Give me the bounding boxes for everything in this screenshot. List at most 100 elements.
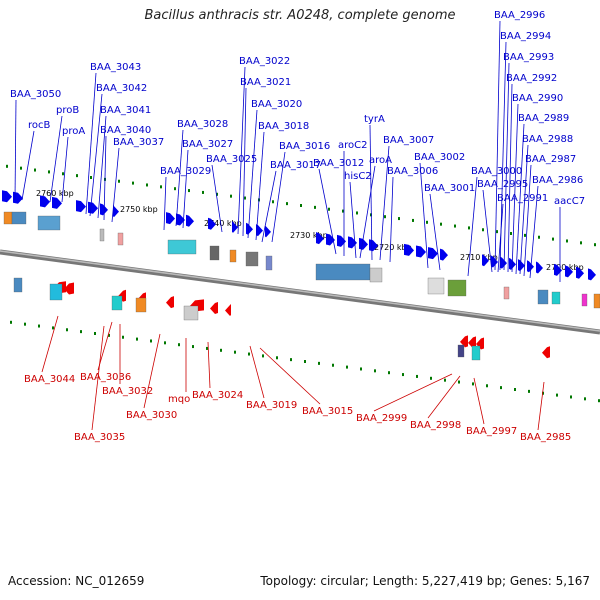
tick-mark: [136, 337, 138, 341]
leader-line: [349, 181, 357, 259]
gene-block: [315, 263, 371, 281]
tick-mark: [286, 202, 288, 206]
tick-mark: [580, 241, 582, 245]
gene-label-top: BAA_3037: [113, 137, 164, 148]
gene-label-top: BAA_2992: [506, 73, 557, 84]
reverse-gene-arrow: [542, 346, 550, 359]
gene-block: [369, 267, 383, 283]
gene-block: [503, 286, 510, 300]
forward-gene-arrow: [416, 245, 426, 258]
forward-gene-arrow: [428, 247, 438, 260]
gene-label-top: BAA_3040: [100, 125, 151, 136]
gene-label-top: BAA_3002: [414, 152, 465, 163]
gene-label-bottom: BAA_3032: [102, 386, 153, 397]
tick-mark: [388, 371, 390, 375]
genome-map: 2760 kbp 2750 kbp 2740 kbp 2730 kbp 2720 kbp…: [0, 10, 600, 443]
tick-mark: [234, 350, 236, 354]
leader-line: [14, 99, 17, 201]
gene-label-top: rocB: [28, 120, 51, 131]
gene-label-bottom: BAA_2997: [466, 426, 517, 437]
leader-line: [529, 185, 539, 279]
tick-mark: [178, 343, 180, 347]
leader-line: [91, 325, 105, 431]
leader-line: [261, 170, 277, 243]
leader-line: [494, 20, 501, 271]
forward-gene-arrow: [232, 220, 238, 233]
tick-mark: [160, 185, 162, 189]
gene-label-top: BAA_3028: [177, 119, 228, 130]
tick-label: 2720 kbp: [374, 243, 412, 252]
tick-mark: [262, 354, 264, 358]
tick-mark: [94, 332, 96, 335]
gene-label-top: BAA_3027: [182, 139, 233, 150]
gene-label-top: aacC7: [554, 196, 585, 207]
forward-gene-arrow: [359, 237, 368, 250]
genome-backbone: [0, 249, 600, 335]
gene-label-bottom: BAA_2999: [356, 413, 407, 424]
gene-label-top: BAA_2986: [532, 175, 583, 186]
gene-label-top: BAA_3016: [279, 141, 330, 152]
gene-block: [37, 215, 61, 231]
forward-gene-arrow: [186, 214, 194, 227]
forward-gene-arrow: [208, 217, 216, 230]
forward-gene-arrow: [52, 196, 62, 209]
forward-gene-arrow: [440, 248, 448, 261]
tick-mark: [10, 320, 12, 324]
tick-mark: [356, 211, 358, 215]
gene-label-top: BAA_3043: [90, 62, 141, 73]
tick-mark: [150, 339, 152, 343]
tick-mark: [374, 369, 376, 373]
gene-label-top: BAA_2994: [500, 31, 551, 42]
tick-label: 2740 kbp: [204, 219, 242, 228]
tick-mark: [304, 360, 306, 363]
tick-mark: [188, 189, 190, 193]
gene-label-bottom: BAA_3030: [126, 410, 177, 421]
gene-label-top: tyrA: [364, 114, 385, 125]
tick-mark: [482, 228, 484, 232]
leader-line: [473, 377, 485, 425]
gene-label-top: BAA_3001: [424, 183, 475, 194]
tick-label: 2760 kbp: [36, 189, 74, 198]
tick-label: 2750 kbp: [120, 205, 158, 214]
gene-label-bottom: BAA_2985: [520, 432, 571, 443]
gene-block: [471, 345, 481, 361]
tick-mark: [244, 196, 246, 200]
leader-line: [111, 147, 120, 223]
leader-line: [207, 341, 211, 389]
gene-block: [3, 211, 13, 225]
forward-gene-arrow: [40, 195, 50, 208]
tick-mark: [20, 166, 22, 170]
leader-line: [237, 66, 246, 235]
tick-mark: [62, 172, 64, 176]
gene-labels: BAA_3050 rocB proB proA BAA_3043 BAA_3042 BAA_…: [10, 10, 585, 443]
tick-mark: [230, 194, 232, 198]
gene-label-top: BAA_3042: [96, 83, 147, 94]
tick-label: 2700 kbp: [546, 263, 584, 272]
leader-line: [419, 162, 429, 269]
tick-mark: [430, 376, 432, 380]
gene-label-top: BAA_3006: [387, 166, 438, 177]
forward-gene-arrow: [500, 256, 507, 269]
tick-mark: [566, 239, 568, 243]
tick-mark: [468, 226, 470, 230]
leader-line: [259, 347, 321, 405]
tick-mark: [132, 181, 134, 185]
forward-gene-arrow: [536, 261, 543, 274]
reverse-gene-arrow: [476, 337, 484, 350]
leader-line: [537, 381, 545, 431]
gene-block: [13, 277, 23, 293]
tick-label: 2730 kbp: [290, 231, 328, 240]
leader-line: [427, 375, 461, 419]
leader-line: [359, 165, 376, 259]
leader-lines: [14, 20, 561, 431]
gene-label-bottom: BAA_2998: [410, 420, 461, 431]
reverse-gene-arrow: [210, 302, 218, 314]
tick-mark: [486, 384, 488, 388]
gene-block: [11, 211, 27, 225]
tick-mark: [206, 346, 208, 350]
tick-mark: [398, 217, 400, 221]
tick-mark: [202, 190, 204, 194]
tick-layer: 2760 kbp 2750 kbp 2740 kbp 2730 kbp 2720 kbp…: [6, 164, 600, 403]
tick-mark: [412, 218, 414, 222]
gene-block: [209, 245, 220, 261]
